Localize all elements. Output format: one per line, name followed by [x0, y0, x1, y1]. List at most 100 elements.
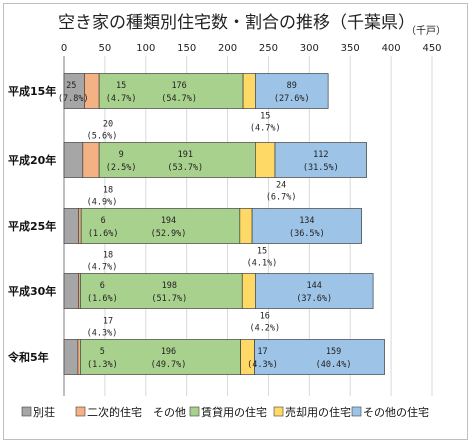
data-label: (1.6%): [87, 294, 118, 304]
data-label: (37.6%): [296, 294, 332, 304]
bar-segment: [255, 142, 276, 178]
data-label: (31.5%): [303, 163, 339, 173]
category-label: 平成20年: [8, 153, 56, 167]
legend-entry: 賃貸用の住宅: [201, 405, 267, 419]
data-label: (1.6%): [88, 229, 119, 239]
bar-segment: [241, 273, 256, 309]
bar-segment: [63, 273, 80, 309]
legend-entry: 別荘: [33, 406, 55, 419]
data-label: 144: [307, 281, 322, 291]
bar-segment: [254, 339, 385, 375]
bar-segment: [251, 208, 363, 244]
x-tick-label: 100: [136, 43, 155, 54]
bar-segment: [242, 73, 256, 109]
legend-swatch: [75, 406, 86, 417]
data-label: (36.5%): [289, 229, 325, 239]
data-label: 17: [103, 317, 113, 327]
data-label: 17: [257, 347, 267, 357]
data-label: (4.7%): [250, 124, 281, 134]
data-label: (2.5%): [106, 163, 137, 173]
data-label: (52.9%): [151, 229, 187, 239]
data-label: 18: [103, 186, 113, 196]
category-label: 令和5年: [7, 350, 49, 364]
data-label: 134: [299, 216, 314, 226]
legend-swatch: [351, 406, 362, 417]
data-label: 191: [178, 150, 193, 160]
data-label: (54.7%): [161, 94, 197, 104]
legend-swatch: [273, 406, 284, 417]
data-label: 6: [101, 216, 106, 226]
data-label: 5: [100, 347, 105, 357]
chart-title: 空き家の種類別住宅数・割合の推移（千葉県）: [58, 13, 415, 33]
legend-swatch: [189, 406, 200, 417]
legend-swatch: [21, 406, 32, 417]
data-label: (4.7%): [106, 94, 137, 104]
data-label: 112: [313, 150, 328, 160]
legend-entry: 売却用の住宅: [285, 405, 351, 419]
data-label: (4.9%): [87, 198, 118, 208]
bar-segment: [98, 142, 256, 178]
bar-segment: [274, 142, 367, 178]
data-label: 6: [100, 281, 105, 291]
x-tick-label: 0: [61, 43, 67, 54]
data-label: (4.2%): [249, 324, 280, 334]
bars: [63, 73, 385, 375]
data-label: 16: [260, 312, 270, 322]
data-label: (51.7%): [151, 294, 187, 304]
data-label: (40.4%): [316, 360, 352, 370]
data-label: (4.7%): [87, 263, 118, 273]
bar-segment: [77, 339, 81, 375]
bar-segment: [78, 208, 82, 244]
data-label: 196: [161, 347, 176, 357]
legend: 別荘 二次的住宅 その他 賃貸用の住宅 売却用の住宅 その他の住宅: [21, 405, 429, 419]
data-label: (5.6%): [87, 132, 118, 142]
data-label: (27.6%): [274, 94, 310, 104]
bar-segment: [255, 273, 374, 309]
data-label: 159: [326, 347, 341, 357]
x-tick-label: 450: [422, 43, 441, 54]
category-label: 平成15年: [8, 84, 56, 98]
data-label: 15: [116, 81, 126, 91]
data-labels: 25(7.8%)15(4.7%)176(54.7%)15(4.7%)89(27.…: [58, 81, 352, 370]
bar-segment: [239, 208, 253, 244]
data-label: (7.8%): [58, 94, 89, 104]
x-tick-label: 350: [341, 43, 360, 54]
data-label: 198: [162, 281, 177, 291]
data-label: 25: [66, 81, 76, 91]
x-tick-label: 50: [99, 43, 112, 54]
category-label: 平成25年: [8, 219, 56, 233]
x-tick-label: 150: [177, 43, 196, 54]
data-label: 194: [161, 216, 176, 226]
bar-segment: [255, 73, 329, 109]
data-label: 24: [276, 181, 286, 191]
x-tick-label: 250: [259, 43, 278, 54]
bar-segment: [82, 142, 100, 178]
data-label: (49.7%): [151, 360, 187, 370]
data-label: 89: [287, 81, 297, 91]
data-label: 20: [103, 120, 113, 130]
bar-segment: [63, 339, 79, 375]
legend-entry: その他の住宅: [363, 405, 429, 419]
bar-segment: [63, 142, 84, 178]
bar-segment: [80, 208, 241, 244]
x-tick-label: 300: [300, 43, 319, 54]
bar-segment: [80, 339, 241, 375]
bar-segment: [98, 73, 244, 109]
data-label: 18: [103, 251, 113, 261]
data-label: 176: [171, 81, 186, 91]
data-label: (1.3%): [87, 360, 118, 370]
category-label: 平成30年: [8, 284, 56, 298]
data-label: 15: [260, 112, 270, 122]
x-tick-label: 200: [218, 43, 237, 54]
data-label: (6.7%): [266, 193, 297, 203]
data-label: (4.1%): [247, 259, 278, 269]
x-axis-ticks: 0 50 100 150 200 250 300 350 400 450: [61, 43, 442, 54]
bar-segment: [63, 208, 80, 244]
data-label: (4.3%): [87, 329, 118, 339]
legend-entry: 二次的住宅 その他: [87, 405, 186, 419]
x-tick-label: 400: [382, 43, 401, 54]
unit-label: （千戸）: [406, 25, 446, 37]
data-label: (53.7%): [167, 163, 203, 173]
